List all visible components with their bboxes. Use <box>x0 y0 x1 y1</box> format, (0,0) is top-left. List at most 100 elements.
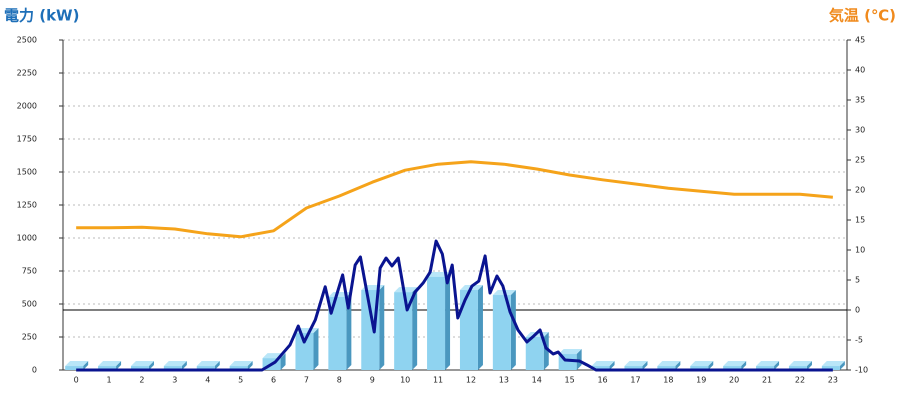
x-tick-label: 0 <box>74 376 79 385</box>
bar-top <box>65 361 89 367</box>
x-tick-label: 5 <box>238 376 243 385</box>
bar-side <box>412 287 418 370</box>
y2-tick-label: 5 <box>855 276 860 285</box>
bar-top <box>394 287 418 293</box>
x-tick-label: 15 <box>565 376 575 385</box>
bar <box>788 366 807 370</box>
y-tick-label: 250 <box>22 333 37 342</box>
bar <box>361 290 380 370</box>
bar-side <box>379 285 385 370</box>
bar-side <box>148 361 154 370</box>
y-tick-label: 2250 <box>17 69 37 78</box>
x-tick-label: 3 <box>172 376 177 385</box>
x-tick-label: 4 <box>205 376 210 385</box>
bar-side <box>280 353 286 370</box>
bar <box>130 366 149 370</box>
x-tick-label: 22 <box>795 376 805 385</box>
bar <box>163 366 182 370</box>
y-tick-label: 500 <box>22 300 37 309</box>
bar-side <box>116 361 122 370</box>
bar-top <box>723 361 747 367</box>
bar <box>821 366 840 370</box>
x-tick-label: 12 <box>466 376 476 385</box>
bar-top <box>756 361 780 367</box>
bar-top <box>624 361 648 367</box>
y-tick-label: 2500 <box>17 36 37 45</box>
bar-side <box>313 328 319 370</box>
bar <box>394 292 413 370</box>
x-tick-label: 8 <box>337 376 342 385</box>
bar <box>98 366 117 370</box>
bar-side <box>675 361 681 370</box>
x-tick-label: 13 <box>499 376 509 385</box>
y2-tick-label: 25 <box>855 156 865 165</box>
y2-tick-label: 35 <box>855 96 865 105</box>
bar-side <box>774 361 780 370</box>
x-tick-label: 23 <box>828 376 838 385</box>
y-axis-title: 電力 (kW) <box>4 7 79 25</box>
bar-top <box>657 361 681 367</box>
y2-axis-title: 気温 (℃) <box>829 7 896 25</box>
bar-side <box>214 361 220 370</box>
y2-tick-label: -5 <box>855 336 863 345</box>
y-tick-label: 1750 <box>17 135 37 144</box>
bar <box>525 337 544 370</box>
bar-top <box>591 361 615 367</box>
x-tick-label: 18 <box>663 376 673 385</box>
bar <box>723 366 742 370</box>
x-tick-label: 14 <box>532 376 542 385</box>
x-tick-label: 9 <box>370 376 375 385</box>
y2-tick-label: -10 <box>855 366 868 375</box>
x-tick-label: 16 <box>597 376 607 385</box>
bar-top <box>788 361 812 367</box>
y2-tick-label: 0 <box>855 306 860 315</box>
bar <box>229 366 248 370</box>
line <box>76 160 833 239</box>
bar <box>427 276 446 370</box>
x-tick-label: 7 <box>304 376 309 385</box>
bar <box>459 290 478 370</box>
bar-side <box>477 285 483 370</box>
bar <box>295 333 314 370</box>
y-tick-label: 1000 <box>17 234 37 243</box>
bar <box>657 366 676 370</box>
bar-side <box>806 361 812 370</box>
y-tick-label: 0 <box>32 366 37 375</box>
bar-top <box>558 349 582 355</box>
x-tick-label: 2 <box>139 376 144 385</box>
bar-side <box>83 361 89 370</box>
x-tick-label: 21 <box>762 376 772 385</box>
y2-tick-label: 40 <box>855 66 865 75</box>
y-tick-label: 1500 <box>17 168 37 177</box>
bar-side <box>247 361 253 370</box>
y2-tick-label: 45 <box>855 36 865 45</box>
y2-tick-label: 30 <box>855 126 865 135</box>
bar-top <box>690 361 714 367</box>
bar-side <box>445 271 451 370</box>
bar-side <box>609 361 615 370</box>
bar <box>196 366 215 370</box>
y2-tick-label: 20 <box>855 186 865 195</box>
x-tick-label: 20 <box>729 376 739 385</box>
y-tick-label: 1250 <box>17 201 37 210</box>
bar <box>591 366 610 370</box>
line <box>76 239 833 372</box>
bar-side <box>181 361 187 370</box>
bar-side <box>741 361 747 370</box>
bar <box>65 366 84 370</box>
bar-top <box>821 361 845 367</box>
x-tick-label: 11 <box>433 376 443 385</box>
y2-tick-label: 15 <box>855 216 865 225</box>
bar-side <box>642 361 648 370</box>
x-tick-label: 6 <box>271 376 276 385</box>
x-tick-label: 1 <box>107 376 112 385</box>
bar <box>624 366 643 370</box>
bar-top <box>163 361 187 367</box>
bar-side <box>510 290 516 370</box>
bar-side <box>346 292 352 370</box>
bar-top <box>98 361 122 367</box>
y-tick-label: 2000 <box>17 102 37 111</box>
y2-tick-label: 10 <box>855 246 865 255</box>
bar-side <box>708 361 714 370</box>
